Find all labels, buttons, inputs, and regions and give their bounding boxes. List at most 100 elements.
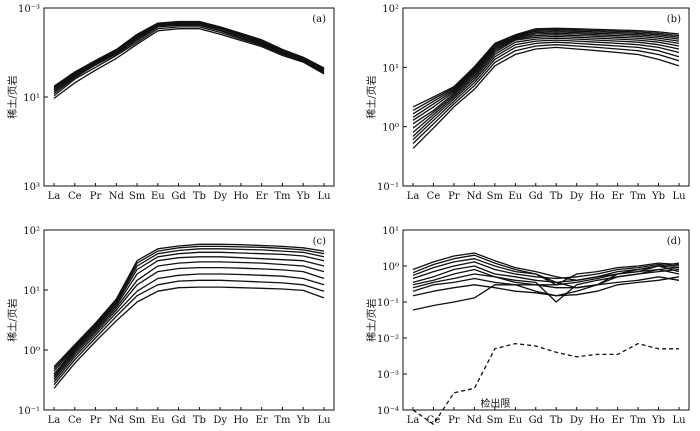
x-tick-label: Er (256, 415, 268, 426)
series-line (53, 286, 325, 389)
series-line (412, 41, 680, 141)
chart-panel-a: La Ce Pr Nd Sm Eu Gd Tb Dy Ho Er Tm Yb Lu 10⁻³ 10¹ 10³ 稀土… (6, 4, 335, 202)
panel-label: (b) (667, 14, 681, 25)
x-tick-label: Sm (487, 415, 504, 426)
series-line (53, 245, 325, 370)
y-tick-label: 10⁰ (23, 346, 40, 357)
x-tick-label: Eu (151, 415, 165, 426)
x-tick-label: La (48, 191, 61, 202)
y-tick-label: 10⁻⁴ (377, 406, 399, 417)
y-axis-label: 稀土/页岩 (6, 75, 19, 118)
series-line (53, 22, 325, 91)
x-tick-label: Pr (90, 415, 102, 426)
x-tick-label: Tb (550, 415, 563, 426)
series-line (53, 24, 325, 95)
x-tick-label: Yb (651, 415, 665, 426)
detection-limit-label: 检出限 (480, 397, 510, 410)
x-tick-label: Tb (550, 191, 563, 202)
x-tick-label: Ho (234, 191, 249, 202)
chart-panel-c: La Ce Pr Nd Sm Eu Gd Tb Dy Ho Er Tm Yb Lu 10² 10¹ 10⁰ 10⁻… (6, 226, 335, 426)
x-tick-label: Dy (213, 415, 227, 426)
x-tick-label: Nd (467, 415, 483, 426)
chart-panel-d: La Ce Pr Nd Sm Eu Gd Tb Dy Ho Er Tm Yb Lu 10¹ 10⁰ 10⁻¹ 10… (365, 226, 690, 426)
x-tick-label: Ce (68, 415, 82, 426)
x-tick-label: Nd (109, 415, 125, 426)
series-line (412, 39, 680, 137)
series-line (412, 44, 680, 144)
series-line (412, 268, 680, 311)
y-axis-label: 稀土/页岩 (365, 298, 378, 341)
series-line (412, 37, 680, 133)
x-tick-label: Gd (529, 191, 544, 202)
x-tick-label: Ce (427, 415, 441, 426)
x-tick-label: Eu (151, 191, 165, 202)
x-tick-label: Ho (234, 415, 249, 426)
series-line (412, 276, 680, 297)
y-tick-label: 10¹ (382, 226, 399, 237)
y-tick-label: 10⁻³ (377, 370, 399, 381)
x-tick-label: Tm (274, 415, 291, 426)
y-axis-label: 稀土/页岩 (365, 75, 378, 118)
x-tick-label: Lu (317, 191, 331, 202)
series-line (412, 28, 680, 111)
x-tick-label: Ho (590, 191, 605, 202)
y-tick-label: 10⁻¹ (377, 298, 399, 309)
x-tick-label: Lu (317, 415, 331, 426)
x-tick-label: Tm (630, 191, 647, 202)
x-tick-label: Sm (129, 191, 146, 202)
y-tick-label: 10¹ (23, 286, 40, 297)
y-tick-label: 10¹ (382, 63, 399, 74)
x-tick-label: Tb (193, 415, 206, 426)
x-tick-label: Pr (90, 191, 102, 202)
series-line (412, 276, 680, 292)
x-tick-label: Pr (448, 191, 460, 202)
panel-label: (a) (312, 14, 326, 25)
x-tick-label: Tm (274, 191, 291, 202)
series-line (412, 29, 680, 115)
detection-limit-line (412, 342, 679, 425)
series-line (53, 23, 325, 93)
x-tick-label: Lu (672, 191, 686, 202)
y-tick-label: 10² (382, 4, 399, 15)
series-line (412, 35, 680, 129)
x-tick-label: Er (612, 415, 624, 426)
panel-label: (c) (313, 236, 327, 247)
y-tick-label: 10⁻¹ (18, 406, 40, 417)
series-line (412, 254, 680, 289)
x-tick-label: Sm (487, 191, 504, 202)
x-tick-label: Yb (296, 415, 310, 426)
plot-frame (402, 7, 690, 187)
x-tick-label: Tm (630, 415, 647, 426)
x-tick-label: Tb (193, 191, 206, 202)
series-line (412, 268, 680, 303)
series-line (53, 22, 325, 90)
x-tick-label: La (407, 415, 420, 426)
x-tick-label: Er (256, 191, 268, 202)
x-tick-label: Dy (570, 415, 584, 426)
series-line (53, 251, 325, 375)
x-tick-label: Ce (427, 191, 441, 202)
series-line (412, 252, 680, 281)
series-line (53, 20, 325, 87)
series-line (53, 266, 325, 381)
x-tick-label: Nd (109, 191, 125, 202)
series-line (53, 243, 325, 368)
x-tick-label: Dy (213, 191, 227, 202)
chart-panel-b: La Ce Pr Nd Sm Eu Gd Tb Dy Ho Er Tm Yb Lu 10² 10¹ 10⁰ 10⁻… (365, 4, 690, 202)
x-tick-label: Ho (590, 415, 605, 426)
series-line (412, 258, 680, 286)
series-line (53, 279, 325, 386)
x-tick-label: Lu (672, 415, 686, 426)
x-tick-label: Gd (171, 191, 186, 202)
x-tick-label: Dy (570, 191, 584, 202)
plot-frame (43, 7, 335, 187)
x-tick-label: Yb (296, 191, 310, 202)
series-line (412, 27, 680, 108)
series-line (53, 28, 325, 99)
series-line (53, 273, 325, 383)
y-tick-label: 10⁻² (377, 334, 399, 345)
x-tick-label: Nd (467, 191, 483, 202)
x-tick-label: Gd (529, 415, 544, 426)
y-tick-label: 10³ (23, 182, 40, 193)
